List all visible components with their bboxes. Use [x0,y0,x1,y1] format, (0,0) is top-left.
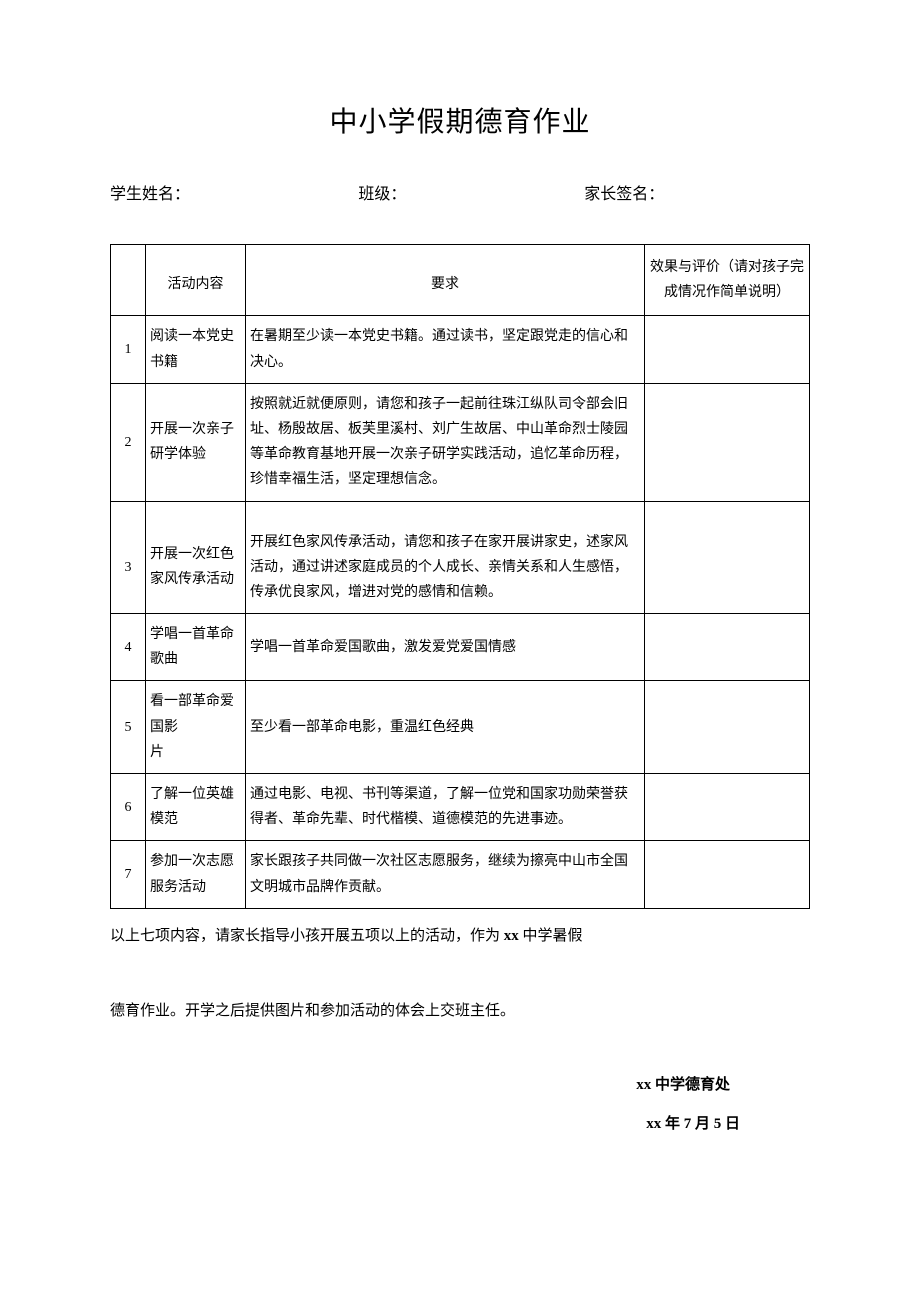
note1-x: xx [504,928,519,944]
row-evaluation [645,614,810,681]
row-num: 7 [111,841,146,908]
activities-table: 活动内容 要求 效果与评价（请对孩子完成情况作简单说明） 1 阅读一本党史书籍 … [110,244,810,909]
row-activity: 学唱一首革命歌曲 [146,614,246,681]
class-label: 班级： [358,180,584,204]
signature-x: xx [636,1077,651,1093]
row-requirement: 按照就近就便原则，请您和孩子一起前往珠江纵队司令部会旧址、杨殷故居、板芙里溪村、… [246,383,645,501]
row-activity: 参加一次志愿服务活动 [146,841,246,908]
header-activity: 活动内容 [146,245,246,316]
row-num: 5 [111,681,146,774]
date-mid: 年 [661,1116,684,1132]
row-evaluation [645,841,810,908]
table-header-row: 活动内容 要求 效果与评价（请对孩子完成情况作简单说明） [111,245,810,316]
header-num [111,245,146,316]
row-evaluation [645,383,810,501]
header-evaluation: 效果与评价（请对孩子完成情况作简单说明） [645,245,810,316]
row-requirement: 至少看一部革命电影，重温红色经典 [246,681,645,774]
signature-dept: xx 中学德育处 [110,1073,810,1094]
row-activity: 开展一次红色家风传承活动 [146,501,246,614]
table-row: 1 阅读一本党史书籍 在暑期至少读一本党史书籍。通过读书，坚定跟党走的信心和决心… [111,316,810,383]
row-requirement: 开展红色家风传承活动，请您和孩子在家开展讲家史，述家风活动，通过讲述家庭成员的个… [246,501,645,614]
row-activity: 看一部革命爱国影 片 [146,681,246,774]
row-activity: 阅读一本党史书籍 [146,316,246,383]
student-name-label: 学生姓名： [110,180,358,204]
row-requirement: 学唱一首革命爱国歌曲，激发爱党爱国情感 [246,614,645,681]
page-title: 中小学假期德育作业 [110,100,810,140]
parent-signature-label: 家长签名： [584,180,810,204]
row-evaluation [645,681,810,774]
row-activity: 了解一位英雄模范 [146,774,246,841]
table-row: 7 参加一次志愿服务活动 家长跟孩子共同做一次社区志愿服务，继续为擦亮中山市全国… [111,841,810,908]
row-evaluation [645,501,810,614]
row-evaluation [645,774,810,841]
header-requirement: 要求 [246,245,645,316]
row-requirement: 通过电影、电视、书刊等渠道，了解一位党和国家功勋荣誉获得者、革命先辈、时代楷模、… [246,774,645,841]
date-mid2: 月 [691,1116,714,1132]
date-post: 日 [721,1116,740,1132]
signature-post: 中学德育处 [651,1077,730,1093]
row-requirement: 在暑期至少读一本党史书籍。通过读书，坚定跟党走的信心和决心。 [246,316,645,383]
table-row: 6 了解一位英雄模范 通过电影、电视、书刊等渠道，了解一位党和国家功勋荣誉获得者… [111,774,810,841]
signature-date: xx 年 7 月 5 日 [110,1112,810,1133]
row-num: 3 [111,501,146,614]
note1-pre: 以上七项内容，请家长指导小孩开展五项以上的活动，作为 [110,928,504,944]
footer-note-2: 德育作业。开学之后提供图片和参加活动的体会上交班主任。 [110,998,810,1025]
note1-post: 中学暑假 [519,928,583,944]
row-requirement: 家长跟孩子共同做一次社区志愿服务，继续为擦亮中山市全国文明城市品牌作贡献。 [246,841,645,908]
student-info-row: 学生姓名： 班级： 家长签名： [110,180,810,204]
row-num: 1 [111,316,146,383]
table-row: 2 开展一次亲子研学体验 按照就近就便原则，请您和孩子一起前往珠江纵队司令部会旧… [111,383,810,501]
date-x: xx [646,1116,661,1132]
table-row: 5 看一部革命爱国影 片 至少看一部革命电影，重温红色经典 [111,681,810,774]
row-evaluation [645,316,810,383]
row-num: 4 [111,614,146,681]
row-num: 6 [111,774,146,841]
table-row: 3 开展一次红色家风传承活动 开展红色家风传承活动，请您和孩子在家开展讲家史，述… [111,501,810,614]
table-row: 4 学唱一首革命歌曲 学唱一首革命爱国歌曲，激发爱党爱国情感 [111,614,810,681]
row-activity: 开展一次亲子研学体验 [146,383,246,501]
footer-note-1: 以上七项内容，请家长指导小孩开展五项以上的活动，作为 xx 中学暑假 [110,923,810,950]
row-num: 2 [111,383,146,501]
